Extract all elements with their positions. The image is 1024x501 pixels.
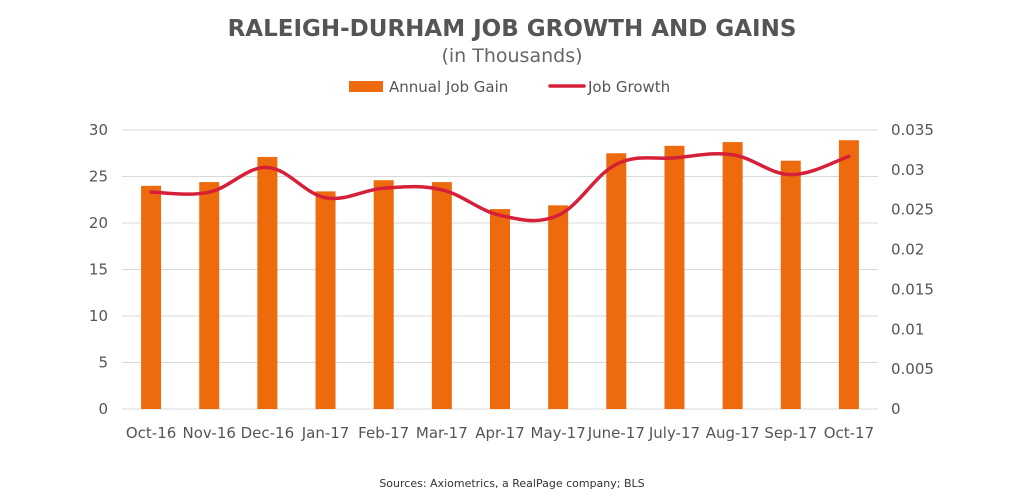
line-series-job-growth	[149, 151, 851, 223]
bar-mar-17	[431, 182, 452, 409]
bar-sep-17	[780, 160, 801, 409]
bar-series-annual-job-gain	[141, 140, 859, 410]
bar-oct-16	[141, 185, 162, 409]
right-axis-tick-label: 0.02	[891, 241, 924, 259]
right-axis-tick-label: 0.03	[891, 161, 924, 179]
left-axis-tick-label: 10	[89, 307, 108, 325]
right-axis-tick-label: 0.005	[891, 360, 934, 378]
chart-subtitle: (in Thousands)	[441, 45, 582, 67]
right-axis-tick-label: 0.01	[891, 320, 924, 338]
left-axis-tick-label: 5	[98, 354, 108, 372]
x-axis-tick-label: Oct-17	[824, 424, 874, 442]
x-axis-tick-label: Dec-16	[241, 424, 295, 442]
bar-apr-17	[490, 209, 510, 409]
left-axis-tick-label: 15	[89, 261, 108, 279]
left-axis-tick-label: 25	[89, 168, 108, 186]
x-axis-tick-label: Feb-17	[358, 424, 409, 442]
bar-jan-17	[315, 191, 336, 409]
left-axis-tick-label: 30	[89, 121, 108, 139]
x-axis-tick-label: Nov-16	[183, 424, 236, 442]
x-axis-ticks: Oct-16 Nov-16 Dec-16 Jan-17 Feb-17 Mar-17 Apr-…	[126, 424, 874, 442]
job-growth-line	[149, 151, 851, 223]
x-axis-tick-label: Aug-17	[706, 424, 760, 442]
left-axis-ticks: 0 5 10 15 20 25 30	[89, 121, 108, 418]
bar-nov-16	[199, 182, 220, 409]
right-axis-tick-label: 0.025	[891, 201, 934, 219]
chart-title: RALEIGH-DURHAM JOB GROWTH AND GAINS	[228, 16, 797, 42]
left-axis-tick-label: 0	[98, 400, 108, 418]
bar-june-17	[606, 153, 627, 409]
x-axis-tick-label: June-17	[587, 424, 645, 442]
bar-dec-16	[257, 156, 278, 409]
bar-july-17	[664, 145, 685, 409]
legend-label-annual-job-gain: Annual Job Gain	[389, 78, 508, 96]
x-axis-tick-label: Apr-17	[475, 424, 525, 442]
right-axis-ticks: 0 0.005 0.01 0.015 0.02 0.025 0.03 0.035	[891, 121, 934, 418]
x-axis-tick-label: Jan-17	[301, 424, 350, 442]
x-axis-tick-label: July-17	[648, 424, 700, 442]
x-axis-tick-label: Sep-17	[764, 424, 817, 442]
right-axis-tick-label: 0	[891, 400, 901, 418]
source-note: Sources: Axiometrics, a RealPage company…	[379, 477, 644, 490]
legend: Annual Job Gain Job Growth	[349, 78, 670, 96]
bar-aug-17	[722, 142, 743, 409]
right-axis-tick-label: 0.015	[891, 280, 934, 298]
bar-oct-17	[838, 140, 859, 410]
legend-swatch-annual-job-gain	[349, 81, 383, 92]
x-axis-tick-label: May-17	[531, 424, 586, 442]
legend-label-job-growth: Job Growth	[587, 78, 670, 96]
x-axis-tick-label: Oct-16	[126, 424, 176, 442]
bar-may-17	[548, 205, 569, 409]
bar-feb-17	[373, 180, 394, 409]
right-axis-tick-label: 0.035	[891, 121, 934, 139]
x-axis-tick-label: Mar-17	[416, 424, 468, 442]
left-axis-tick-label: 20	[89, 214, 108, 232]
